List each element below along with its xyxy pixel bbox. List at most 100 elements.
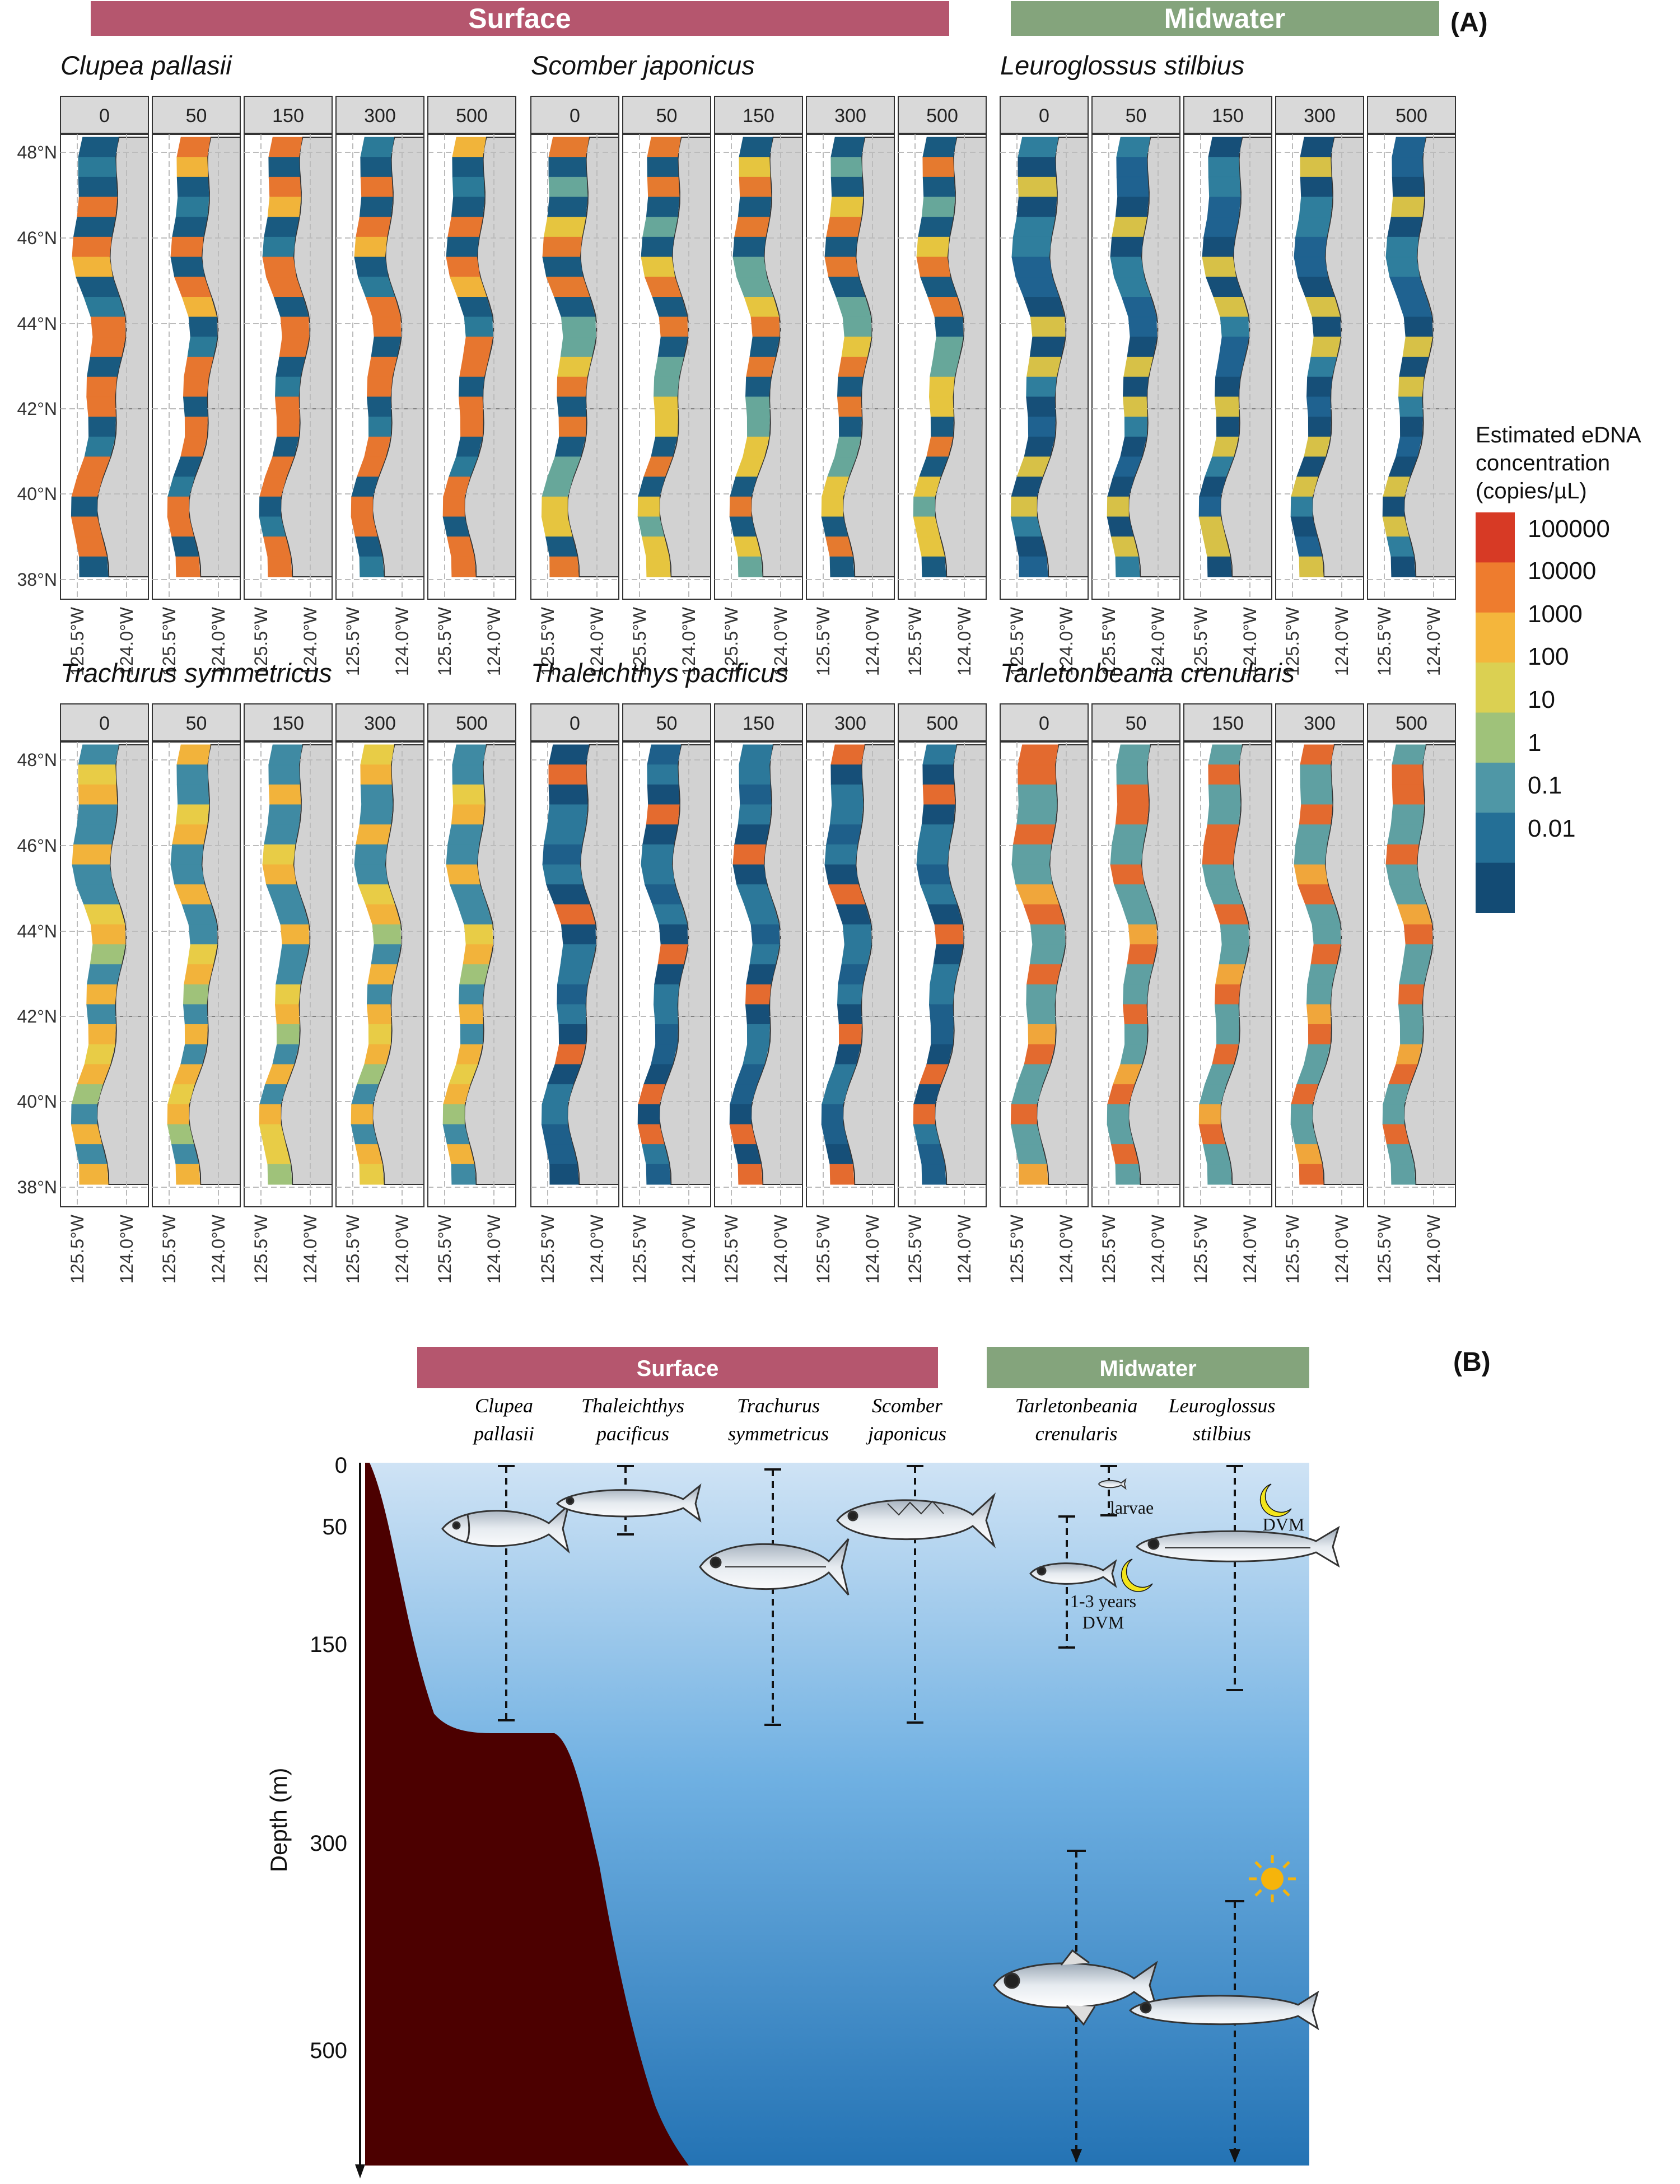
concentration-cell xyxy=(1023,904,1065,925)
concentration-cell xyxy=(824,256,859,278)
concentration-cell xyxy=(1207,197,1241,218)
concentration-cell xyxy=(452,764,484,785)
concentration-cell xyxy=(1208,157,1240,178)
concentration-cell xyxy=(83,297,125,318)
concentration-cell xyxy=(77,804,118,825)
concentration-cell xyxy=(548,764,587,785)
lon-tick-label: 125.5°W xyxy=(343,606,363,676)
species-title: Leuroglossus stilbius xyxy=(1000,50,1244,80)
fish-tarletonbeania-juvenile xyxy=(1029,1559,1117,1588)
facet-strip xyxy=(1091,96,1180,134)
legend-colorbar xyxy=(1476,512,1515,913)
concentration-cell xyxy=(1398,396,1423,417)
concentration-cell xyxy=(1026,396,1056,417)
concentration-cell xyxy=(916,864,951,885)
facet-strip-label: 300 xyxy=(834,713,866,734)
concentration-cell xyxy=(1116,784,1149,805)
concentration-cell xyxy=(1385,256,1420,278)
concentration-cell xyxy=(1203,217,1239,237)
facet-strip xyxy=(530,96,619,134)
lon-tick-label: 125.5°W xyxy=(1374,606,1394,676)
concentration-cell xyxy=(732,236,766,258)
concentration-cell xyxy=(657,337,688,357)
concentration-cell xyxy=(1030,316,1066,338)
legend-label: 10 xyxy=(1528,686,1555,713)
lon-tick-label: 125.5°W xyxy=(1282,606,1303,676)
depth-facet-150: 150 125.5°W 124.0°W xyxy=(244,96,333,676)
concentration-cell xyxy=(1115,804,1149,825)
concentration-cell xyxy=(743,1044,769,1065)
range-trachurus xyxy=(764,1468,781,1726)
concentration-cell xyxy=(72,236,112,258)
concentration-cell xyxy=(1203,824,1239,845)
lon-tick-label: 124.0°W xyxy=(208,606,228,676)
concentration-cell xyxy=(1018,137,1059,158)
concentration-cell xyxy=(167,516,194,538)
concentration-cell xyxy=(824,236,858,258)
concentration-cell xyxy=(821,1124,848,1145)
concentration-cell xyxy=(654,357,684,377)
concentration-cell xyxy=(829,1164,855,1185)
concentration-cell xyxy=(360,137,395,158)
facet-strip-label: 500 xyxy=(456,105,488,127)
concentration-cell xyxy=(176,137,211,158)
concentration-cell xyxy=(542,256,584,278)
concentration-cell xyxy=(542,844,582,865)
annotation-dvm-age-line2: DVM xyxy=(1082,1612,1124,1632)
concentration-cell xyxy=(442,516,470,538)
concentration-cell xyxy=(187,337,218,357)
concentration-cell xyxy=(922,744,957,766)
concentration-cell xyxy=(446,236,479,258)
concentration-cell xyxy=(548,176,588,198)
range-clupea xyxy=(498,1465,515,1721)
concentration-cell xyxy=(1208,764,1240,785)
concentration-cell xyxy=(170,236,204,258)
concentration-cell xyxy=(745,396,770,417)
panel-b-label: (B) xyxy=(1453,1347,1491,1377)
concentration-cell xyxy=(442,1104,465,1125)
concentration-cell xyxy=(1018,784,1057,805)
concentration-cell xyxy=(86,376,117,398)
concentration-cell xyxy=(366,1004,391,1025)
concentration-cell xyxy=(1128,316,1158,338)
depth-facet-0: 0 125.5°W 124.0°W xyxy=(60,96,149,676)
concentration-cell xyxy=(1220,924,1249,945)
concentration-cell xyxy=(366,984,393,1005)
concentration-cell xyxy=(543,824,586,845)
concentration-cell xyxy=(446,256,480,278)
concentration-cell xyxy=(926,436,953,458)
concentration-cell xyxy=(543,217,586,237)
legend-color-step xyxy=(1476,662,1515,713)
concentration-cell xyxy=(176,744,211,766)
depth-facet-50: 50 125.5°W 124.0°W xyxy=(622,703,711,1284)
sun-icon xyxy=(1249,1855,1296,1902)
concentration-cell xyxy=(1403,924,1433,945)
concentration-cell xyxy=(838,964,868,985)
concentration-cell xyxy=(1028,1024,1056,1045)
concentration-cell xyxy=(1207,1164,1232,1185)
concentration-cell xyxy=(1024,1044,1055,1065)
concentration-cell xyxy=(464,924,493,945)
concentration-cell xyxy=(837,396,862,417)
moon-icon xyxy=(1121,1558,1153,1592)
concentration-cell xyxy=(184,964,214,985)
concentration-cell xyxy=(268,157,300,178)
concentration-cell xyxy=(368,417,391,437)
concentration-cell xyxy=(917,1144,945,1165)
concentration-cell xyxy=(1202,536,1231,557)
land-shape xyxy=(464,744,516,1185)
concentration-cell xyxy=(86,984,117,1005)
concentration-cell xyxy=(71,516,102,538)
concentration-cell xyxy=(274,984,301,1005)
lon-tick-label: 125.5°W xyxy=(435,1214,455,1284)
concentration-cell xyxy=(655,1024,678,1045)
fish-leuroglossus-day xyxy=(1128,1990,1319,2031)
concentration-cell xyxy=(825,536,853,557)
concentration-cell xyxy=(74,1144,108,1165)
lon-tick-label: 125.5°W xyxy=(1191,606,1211,676)
concentration-cell xyxy=(354,864,389,885)
concentration-cell xyxy=(541,516,573,538)
concentration-cell xyxy=(360,764,392,785)
species-b-6-line2: stilbius xyxy=(1193,1422,1251,1445)
concentration-cell xyxy=(746,417,770,437)
